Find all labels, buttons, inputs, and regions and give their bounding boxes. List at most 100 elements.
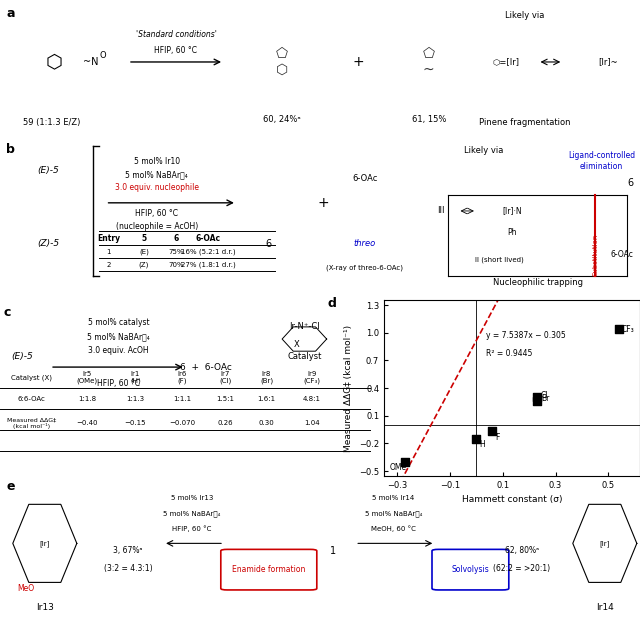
Text: (E)-5: (E)-5: [12, 352, 33, 361]
Text: Ir7
(Cl): Ir7 (Cl): [219, 371, 232, 384]
Text: 1.04: 1.04: [304, 420, 319, 426]
Text: Ir1
(H): Ir1 (H): [130, 371, 141, 384]
Text: (nucleophile = AcOH): (nucleophile = AcOH): [116, 222, 198, 232]
Text: (E)-5: (E)-5: [37, 166, 59, 175]
Text: y = 7.5387x − 0.305: y = 7.5387x − 0.305: [486, 331, 566, 340]
Text: 0.30: 0.30: [259, 420, 275, 426]
Text: H: H: [479, 440, 484, 449]
Text: 5 mol% Ir14: 5 mol% Ir14: [372, 495, 415, 501]
Text: 6: 6: [173, 234, 179, 243]
Text: 'Standard conditions': 'Standard conditions': [136, 29, 216, 39]
Text: HFIP, 60 °C: HFIP, 60 °C: [135, 209, 179, 218]
Text: 5 mol% catalyst: 5 mol% catalyst: [88, 318, 150, 327]
Text: Catalyst (X): Catalyst (X): [11, 374, 52, 381]
Text: c: c: [4, 305, 11, 319]
Text: 1.6:1: 1.6:1: [257, 396, 276, 402]
Text: 6  +  6-OAc: 6 + 6-OAc: [180, 362, 232, 372]
Text: (62:2 = >20:1): (62:2 = >20:1): [493, 565, 550, 573]
Text: Cl: Cl: [541, 391, 548, 400]
Text: 1: 1: [106, 249, 111, 255]
Text: ⬠
~: ⬠ ~: [423, 47, 435, 77]
Text: III: III: [437, 207, 445, 215]
Point: [471, 434, 481, 444]
Text: Nucleophilic trapping: Nucleophilic trapping: [493, 279, 582, 287]
Text: HFIP, 60 °C: HFIP, 60 °C: [172, 525, 212, 531]
Text: 70%: 70%: [168, 262, 184, 268]
Text: 6-OAc: 6-OAc: [195, 234, 221, 243]
Text: +: +: [353, 55, 364, 69]
Point: [400, 457, 410, 467]
Text: 75%: 75%: [168, 249, 184, 255]
Text: Ir8
(Br): Ir8 (Br): [260, 371, 273, 384]
Text: Ir14: Ir14: [596, 603, 614, 612]
Text: CF₃: CF₃: [621, 324, 634, 334]
Text: Substitution: Substitution: [592, 233, 598, 276]
Text: e: e: [6, 480, 15, 493]
Text: O: O: [99, 51, 106, 59]
Text: MeO: MeO: [17, 584, 34, 593]
Text: MeOH, 60 °C: MeOH, 60 °C: [371, 525, 416, 531]
Text: Pinene fragmentation: Pinene fragmentation: [479, 118, 570, 126]
Text: 6-OAc: 6-OAc: [611, 250, 634, 259]
Text: 5 mol% Ir13: 5 mol% Ir13: [171, 495, 213, 501]
Text: 2: 2: [107, 262, 111, 268]
Text: ⬡: ⬡: [46, 53, 63, 71]
Text: +: +: [317, 196, 329, 210]
Text: OMe: OMe: [389, 463, 406, 472]
Text: 5 mol% Ir10: 5 mol% Ir10: [134, 157, 180, 167]
Text: 3.0 equiv. AcOH: 3.0 equiv. AcOH: [88, 346, 149, 355]
Text: 5 mol% NaBAr᷊₄: 5 mol% NaBAr᷊₄: [88, 332, 150, 341]
Text: Enamide formation: Enamide formation: [232, 565, 305, 574]
Text: 6: 6: [627, 178, 634, 188]
Text: 5 mol% NaBAr᷊₄: 5 mol% NaBAr᷊₄: [125, 170, 188, 179]
Text: Ir-N⁺-Cl: Ir-N⁺-Cl: [289, 322, 320, 331]
Text: b: b: [6, 143, 15, 156]
Text: 1.5:1: 1.5:1: [216, 396, 234, 402]
Text: Likely via: Likely via: [505, 11, 545, 20]
Text: II (short lived): II (short lived): [475, 257, 524, 263]
Text: 1:1.1: 1:1.1: [173, 396, 191, 402]
Point: [532, 396, 542, 406]
Text: threo: threo: [354, 239, 376, 248]
Text: −0.070: −0.070: [169, 420, 195, 426]
Y-axis label: Measured ΔΔG‡ (kcal mol⁻¹): Measured ΔΔG‡ (kcal mol⁻¹): [344, 324, 353, 452]
Text: ⬡=[Ir]: ⬡=[Ir]: [492, 58, 519, 66]
Text: 6: 6: [266, 239, 272, 249]
Text: 1:1.3: 1:1.3: [127, 396, 145, 402]
Text: elimination: elimination: [580, 162, 623, 171]
Text: HFIP, 60 °C: HFIP, 60 °C: [154, 46, 198, 55]
Text: 3, 67%ᵃ: 3, 67%ᵃ: [113, 546, 143, 555]
Text: 5 mol% NaBAr᷊₄: 5 mol% NaBAr᷊₄: [163, 510, 221, 516]
Text: Ir6
(F): Ir6 (F): [177, 371, 187, 384]
Text: (3:2 = 4.3:1): (3:2 = 4.3:1): [104, 565, 152, 573]
Text: Ph: Ph: [508, 228, 516, 237]
Text: (Z)-5: (Z)-5: [37, 239, 59, 248]
Text: (X-ray of threo-6-OAc): (X-ray of threo-6-OAc): [326, 265, 403, 271]
Text: R² = 0.9445: R² = 0.9445: [486, 349, 532, 357]
Text: 5 mol% NaBAr᷊₄: 5 mol% NaBAr᷊₄: [365, 510, 422, 516]
Text: (Z): (Z): [139, 262, 149, 268]
Text: 16% (5.2:1 d.r.): 16% (5.2:1 d.r.): [180, 249, 236, 255]
Text: Entry: Entry: [97, 234, 120, 243]
X-axis label: Hammett constant (σ): Hammett constant (σ): [461, 495, 563, 504]
Text: Ir9
(CF₃): Ir9 (CF₃): [303, 371, 320, 384]
Text: 61, 15%: 61, 15%: [412, 115, 446, 124]
Text: 60, 24%ᵃ: 60, 24%ᵃ: [263, 115, 300, 124]
Text: 4.8:1: 4.8:1: [303, 396, 321, 402]
Text: [Ir]: [Ir]: [600, 540, 610, 546]
Text: 6:6-OAc: 6:6-OAc: [18, 396, 45, 402]
Text: Catalyst: Catalyst: [287, 352, 321, 361]
Text: 59 (1:1.3 E/Z): 59 (1:1.3 E/Z): [22, 118, 80, 126]
Text: 62, 80%ᵃ: 62, 80%ᵃ: [504, 546, 539, 555]
Text: 1: 1: [330, 546, 336, 556]
Text: ⬠
⬡: ⬠ ⬡: [276, 47, 287, 77]
Text: 3.0 equiv. nucleophile: 3.0 equiv. nucleophile: [115, 183, 199, 192]
Text: 5: 5: [141, 234, 147, 243]
Text: HFIP, 60 °C: HFIP, 60 °C: [97, 379, 140, 388]
Text: Ir13: Ir13: [36, 603, 54, 612]
Text: 6-OAc: 6-OAc: [352, 174, 378, 183]
Point: [532, 393, 542, 403]
Text: Br: Br: [541, 394, 549, 403]
Point: [614, 324, 624, 334]
Text: d: d: [328, 297, 337, 310]
